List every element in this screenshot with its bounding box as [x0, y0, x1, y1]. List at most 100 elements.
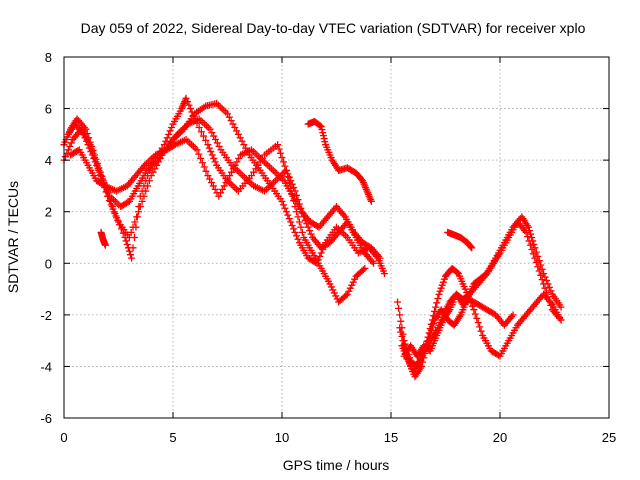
- data-point: [535, 267, 543, 275]
- data-point: [528, 246, 536, 254]
- data-point: [470, 306, 478, 314]
- data-point: [168, 123, 176, 131]
- data-point: [476, 323, 484, 331]
- data-point: [66, 142, 74, 150]
- data-point: [282, 208, 290, 216]
- data-point: [329, 286, 337, 294]
- data-point: [87, 148, 95, 156]
- y-tick-label: 8: [45, 50, 52, 65]
- data-point: [434, 295, 442, 303]
- data-point: [122, 237, 130, 245]
- y-axis-label: SDTVAR / TECUs: [5, 181, 21, 293]
- data-point: [287, 177, 295, 185]
- data-point: [473, 314, 481, 322]
- data-point: [361, 264, 369, 272]
- data-point: [197, 128, 205, 136]
- data-point: [396, 311, 404, 319]
- data-point: [67, 139, 75, 147]
- data-point: [321, 138, 329, 146]
- data-point: [133, 213, 141, 221]
- x-axis-label: GPS time / hours: [283, 457, 390, 473]
- data-point: [438, 281, 446, 289]
- data-point: [477, 327, 485, 335]
- data-point: [94, 165, 102, 173]
- data-point: [145, 177, 153, 185]
- data-point: [298, 228, 306, 236]
- data-point: [557, 316, 565, 324]
- data-point: [129, 223, 137, 231]
- data-point: [544, 293, 552, 301]
- data-point: [547, 301, 555, 309]
- data-point: [419, 358, 427, 366]
- data-point: [307, 230, 315, 238]
- data-point: [530, 240, 538, 248]
- data-point: [61, 153, 69, 161]
- data-point: [104, 189, 112, 197]
- data-point: [326, 280, 334, 288]
- data-point: [439, 278, 447, 286]
- data-point: [294, 235, 302, 243]
- data-point: [107, 201, 115, 209]
- data-point: [467, 243, 475, 251]
- data-point: [531, 254, 539, 262]
- data-point: [395, 304, 403, 312]
- data-point: [279, 201, 287, 209]
- x-tick-label: 5: [169, 430, 176, 445]
- plot-frame: [63, 56, 610, 419]
- data-point: [91, 158, 99, 166]
- data-point: [136, 203, 144, 211]
- y-tick-label: -6: [40, 411, 52, 426]
- data-point: [125, 234, 133, 241]
- data-point: [126, 251, 134, 259]
- data-point: [545, 297, 553, 305]
- data-point: [142, 187, 150, 195]
- x-tick-label: 25: [602, 430, 616, 445]
- data-point: [207, 148, 215, 156]
- data-point: [370, 259, 378, 267]
- data-point: [327, 283, 335, 291]
- data-point: [304, 223, 312, 231]
- data-point: [198, 159, 206, 167]
- data-point: [293, 232, 301, 240]
- data-point: [288, 180, 296, 188]
- data-point: [125, 247, 133, 255]
- data-point: [277, 149, 285, 157]
- data-point: [288, 221, 296, 229]
- data-point: [93, 161, 101, 169]
- data-point: [318, 126, 326, 134]
- data-point: [346, 284, 354, 292]
- y-tick-label: 2: [45, 205, 52, 220]
- data-point: [436, 287, 444, 295]
- data-point: [380, 270, 388, 278]
- data-point: [279, 158, 287, 166]
- data-point: [186, 105, 194, 113]
- data-point: [424, 337, 432, 345]
- data-point: [398, 332, 406, 340]
- data-point: [197, 154, 205, 162]
- data-point: [163, 134, 171, 142]
- data-point: [348, 281, 356, 289]
- data-point: [81, 134, 89, 142]
- data-point: [545, 283, 553, 291]
- data-point: [332, 292, 340, 300]
- data-point: [90, 154, 98, 162]
- data-point: [131, 218, 139, 226]
- x-tick-label: 10: [275, 430, 289, 445]
- data-point: [313, 259, 321, 267]
- data-point: [426, 330, 434, 338]
- data-point: [349, 278, 357, 286]
- data-point: [541, 284, 549, 292]
- data-point: [83, 137, 91, 145]
- y-tick-label: 6: [45, 102, 52, 117]
- data-point: [109, 205, 117, 213]
- data-point: [525, 237, 533, 245]
- data-point: [432, 303, 440, 311]
- data-point: [529, 250, 537, 258]
- data-point: [527, 241, 535, 249]
- data-point: [88, 151, 96, 159]
- data-point: [474, 319, 482, 327]
- data-point: [351, 275, 359, 283]
- data-point: [287, 218, 295, 226]
- data-point: [316, 252, 324, 260]
- data-point: [397, 328, 405, 336]
